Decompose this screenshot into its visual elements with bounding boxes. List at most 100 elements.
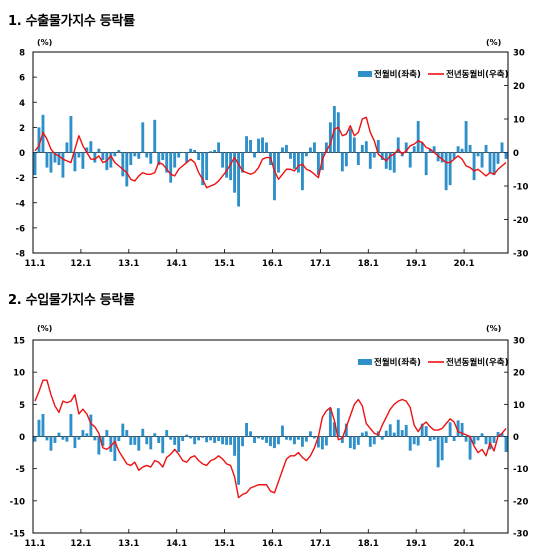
right-unit-label: (%) [486,324,501,333]
x-tick-label: 19.1 [406,539,427,549]
bar [221,436,225,445]
bar [484,144,488,153]
bar [500,142,504,153]
bar [237,436,241,485]
bar [281,425,284,437]
bar [177,152,181,158]
left-tick-label: -15 [10,530,25,540]
left-tick-label: 15 [13,337,25,347]
x-tick-label: 12.1 [70,259,91,269]
left-tick-label: 4 [19,99,25,109]
bar [125,152,129,187]
bar [304,152,308,157]
bar [81,430,85,437]
bar [396,419,400,437]
bar [89,414,93,437]
bar [496,152,500,164]
bar [488,152,492,173]
bar [376,139,380,153]
bar [500,433,504,437]
bar [185,434,189,437]
bar [65,436,69,442]
bar [448,422,452,437]
bar [257,138,260,153]
bar [101,152,105,161]
bar [476,436,480,441]
legend-bar-label: 전월비(좌축) [374,357,421,368]
legend-bar-swatch [358,359,372,365]
right-tick-label: 20 [513,82,525,92]
x-tick-label: 12.1 [70,539,91,549]
yoy-line [34,379,507,499]
bar [173,436,177,445]
bar [229,152,233,181]
bar [145,152,149,158]
right-tick-label: -20 [513,216,528,226]
right-unit-label: (%) [486,38,501,47]
bar [201,436,205,438]
x-tick-label: 15.1 [214,539,235,549]
x-tick-label: 19.1 [406,259,427,269]
bar [352,436,356,450]
bar [432,146,436,153]
bar [392,152,396,173]
bar [133,152,137,157]
bar [33,436,37,442]
bar [324,436,328,446]
bar [193,436,197,445]
bar [297,436,300,440]
bar [277,436,280,445]
legend-bar-swatch [358,71,372,77]
bar [173,152,177,168]
left-tick-label: 2 [19,124,25,134]
right-tick-label: -30 [513,250,528,260]
bar [289,152,292,159]
bar [484,436,488,445]
legend-line-label: 전년동월비(우축) [446,357,509,368]
yoy-line [34,116,507,189]
bar [304,436,308,442]
bar [57,152,61,166]
bar [213,436,217,443]
bar [181,436,185,442]
bar [217,436,221,442]
left-tick-label: -2 [16,174,26,184]
bar [137,152,141,159]
bar [101,436,105,447]
bar [133,436,137,445]
bar [336,408,340,437]
bar [312,142,316,153]
bar [105,430,109,437]
x-tick-label: 16.1 [262,259,283,269]
right-tick-label: 30 [513,337,525,347]
left-tick-label: -10 [10,497,25,507]
bar [356,152,360,166]
bar [356,436,360,445]
bar [97,148,101,153]
bar [37,127,41,153]
legend-bar-label: 전월비(좌축) [374,69,421,80]
bar [380,436,384,440]
bar [53,152,57,163]
bar [364,431,368,437]
bar [460,422,464,437]
right-tick-label: 10 [513,116,525,126]
bar [504,152,508,159]
bar [316,436,320,448]
bar [380,152,384,161]
bar [452,436,456,442]
bar [328,408,332,437]
left-tick-label: -5 [16,465,26,475]
bar [261,436,264,440]
bar [141,122,145,153]
bar [412,146,416,153]
left-tick-label: 5 [19,401,25,411]
bar [432,436,436,440]
bar [464,436,468,442]
bar [364,141,368,153]
bar [460,148,464,153]
bar [41,413,45,437]
bar [121,423,125,437]
bar [73,152,77,172]
x-tick-label: 13.1 [118,259,139,269]
